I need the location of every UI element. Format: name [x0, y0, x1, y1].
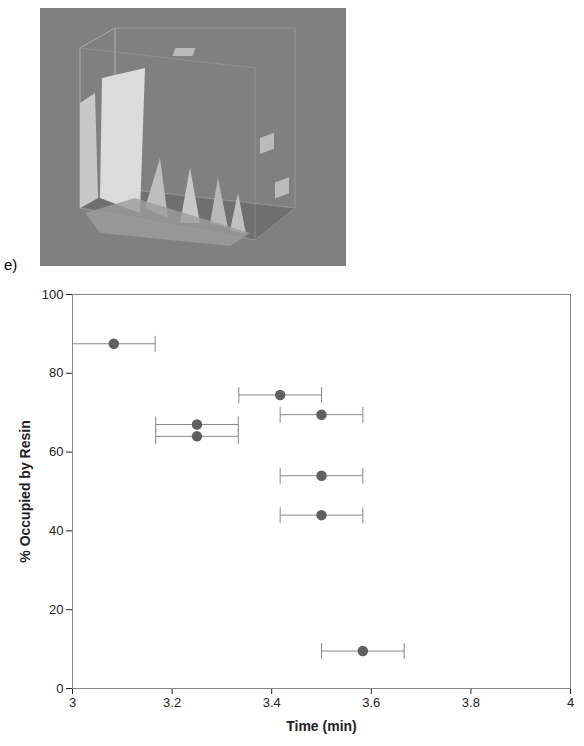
svg-text:4: 4	[567, 695, 574, 710]
svg-text:80: 80	[49, 365, 63, 380]
svg-text:Time (min): Time (min)	[286, 718, 357, 734]
svg-text:3.6: 3.6	[362, 695, 380, 710]
svg-text:3.8: 3.8	[462, 695, 480, 710]
svg-text:100: 100	[42, 287, 64, 302]
svg-text:60: 60	[49, 444, 63, 459]
svg-text:% Occupied by Resin: % Occupied by Resin	[17, 420, 33, 562]
svg-text:3.4: 3.4	[263, 695, 281, 710]
html-text:e): e)	[4, 256, 18, 273]
svg-text:40: 40	[49, 523, 63, 538]
svg-text:3.2: 3.2	[163, 695, 181, 710]
svg-text:20: 20	[49, 602, 63, 617]
svg-text:0: 0	[56, 681, 63, 696]
svg-text:3: 3	[69, 695, 76, 710]
